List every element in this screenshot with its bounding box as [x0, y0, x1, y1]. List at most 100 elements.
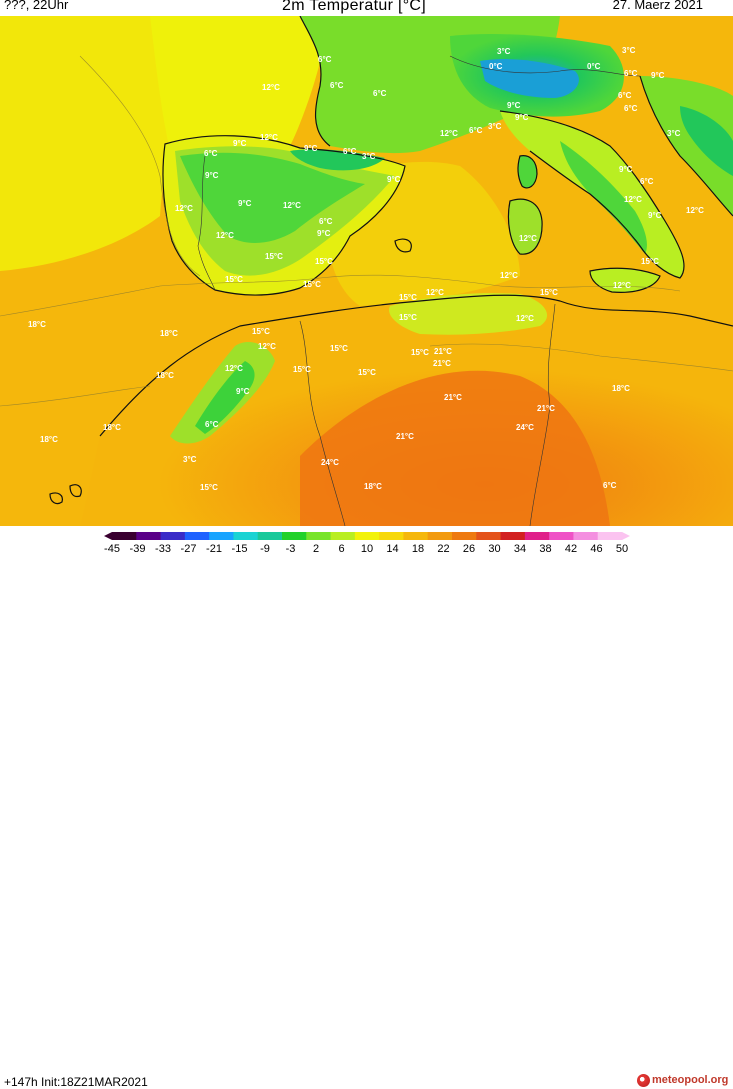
run-label: ???, 22Uhr — [4, 0, 69, 12]
temperature-label: 15°C — [265, 252, 283, 261]
temperature-label: 3°C — [362, 152, 376, 161]
colorbar-swatch — [597, 532, 623, 540]
colorbar-tick-label: 42 — [565, 543, 577, 555]
temperature-label: 12°C — [216, 231, 234, 240]
border-alps — [449, 55, 641, 77]
north-africa-coastline — [99, 294, 733, 437]
temperature-label: 12°C — [613, 281, 631, 290]
map-title: 2m Temperatur [°C] — [282, 0, 426, 14]
canary-island-1 — [49, 492, 63, 505]
colorbar-swatch — [184, 532, 210, 540]
colorbar-swatch — [379, 532, 404, 540]
sardinia — [508, 199, 543, 255]
isotherm-15-atlantic — [0, 274, 681, 317]
temperature-label: 3°C — [667, 129, 681, 138]
apennines — [560, 141, 647, 254]
border-portugal-spain — [197, 155, 216, 291]
colorbar-swatch — [452, 532, 477, 540]
colorbar-tick-label: 2 — [313, 543, 319, 555]
temperature-label: 15°C — [303, 280, 321, 289]
corsica — [517, 155, 537, 188]
valid-date: 27. Maerz 2021 — [612, 0, 703, 12]
colorbar-swatch — [330, 532, 356, 540]
temperature-label: 15°C — [399, 293, 417, 302]
temperature-label: 6°C — [469, 126, 483, 135]
temperature-label: 9°C — [651, 71, 665, 80]
colorbar-tick-label: 46 — [590, 543, 602, 555]
temperature-label: 12°C — [624, 195, 642, 204]
colorbar-ticks: -45 -39 -33 -27 -21 -15 -9 -3 2 6 10 14 18 22 26 30 34 38… — [104, 543, 628, 555]
sicily-coastline — [589, 267, 661, 293]
temperature-label: 6°C — [343, 147, 357, 156]
temperature-label: 9°C — [238, 199, 252, 208]
temperature-label: 9°C — [236, 387, 250, 396]
temperature-label: 21°C — [444, 393, 462, 402]
iberia-cold — [180, 152, 365, 243]
isotherm-18-africa — [0, 385, 151, 407]
temperature-label: 15°C — [225, 275, 243, 284]
temperature-label: 6°C — [318, 55, 332, 64]
temperature-label: 21°C — [433, 359, 451, 368]
temperature-label: 9°C — [619, 165, 633, 174]
sardinia-coastline — [507, 198, 543, 255]
atlas-mountains-core — [195, 361, 255, 434]
border-morocco-algeria — [299, 320, 346, 526]
colorbar-tick-label: -21 — [206, 543, 222, 555]
colorbar-swatch — [403, 532, 429, 540]
temperature-label: 12°C — [519, 234, 537, 243]
colorbar-swatch — [500, 532, 526, 540]
temperature-label: 12°C — [262, 83, 280, 92]
temperature-label: 21°C — [537, 404, 555, 413]
colorbar-tick-label: -3 — [286, 543, 296, 555]
colorbar-tick-label: 50 — [616, 543, 628, 555]
temperature-label: 15°C — [540, 288, 558, 297]
temperature-label: 9°C — [507, 101, 521, 110]
colorbar-arrow-left — [104, 532, 112, 540]
tell-atlas — [389, 293, 548, 335]
colorbar-tick-label: 10 — [361, 543, 373, 555]
temperature-label: 6°C — [624, 104, 638, 113]
colorbar-tick-label: -15 — [232, 543, 248, 555]
temperature-label: 0°C — [587, 62, 601, 71]
temperature-label: 3°C — [488, 122, 502, 131]
meteopool-logo-icon — [637, 1074, 650, 1087]
colorbar-tick-label: -33 — [155, 543, 171, 555]
colorbar-swatch — [209, 532, 234, 540]
temperature-label: 18°C — [40, 435, 58, 444]
init-label: +147h Init:18Z21MAR2021 — [4, 1075, 148, 1089]
temperature-label: 18°C — [103, 423, 121, 432]
temperature-label: 9°C — [515, 113, 529, 122]
temperature-label: 6°C — [205, 420, 219, 429]
colorbar-swatch — [306, 532, 332, 540]
temperature-label: 9°C — [205, 171, 219, 180]
temperature-label: 3°C — [622, 46, 636, 55]
isotherms — [0, 55, 733, 407]
colorbar-swatches — [104, 532, 630, 540]
temperature-label: 15°C — [293, 365, 311, 374]
italy-coastline — [499, 110, 685, 279]
temperature-label: 6°C — [618, 91, 632, 100]
colorbar-tick-label: -39 — [130, 543, 146, 555]
temperature-label: 18°C — [364, 482, 382, 491]
colorbar-tick-label: 18 — [412, 543, 424, 555]
temperature-label: 12°C — [686, 206, 704, 215]
temperature-label: 9°C — [304, 144, 318, 153]
colorbar: -45 -39 -33 -27 -21 -15 -9 -3 2 6 10 14 18 22 26 30 34 38… — [104, 532, 630, 555]
colorbar-swatch — [282, 532, 307, 540]
temperature-label: 12°C — [500, 271, 518, 280]
temperature-label: 9°C — [387, 175, 401, 184]
colorbar-tick-label: 26 — [463, 543, 475, 555]
colorbar-swatch — [476, 532, 502, 540]
balearic-island — [394, 238, 412, 253]
temperature-label: 12°C — [426, 288, 444, 297]
temperature-label: 6°C — [319, 217, 333, 226]
colorbar-swatch — [524, 532, 550, 540]
temperature-label: 15°C — [200, 483, 218, 492]
temperature-label: 9°C — [233, 139, 247, 148]
alps-coldest — [480, 59, 579, 98]
corsica-coastline — [517, 155, 538, 189]
temperature-label: 18°C — [612, 384, 630, 393]
sahara-hot-core — [300, 370, 610, 526]
temperature-label: 6°C — [624, 69, 638, 78]
colorbar-swatch — [427, 532, 453, 540]
